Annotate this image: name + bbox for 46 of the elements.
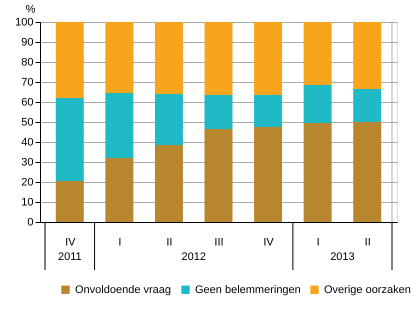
bar xyxy=(154,94,183,145)
y-tick-label: 30 xyxy=(21,156,34,168)
text: 2011 xyxy=(58,251,82,263)
bar xyxy=(105,93,134,158)
bar xyxy=(304,85,332,123)
bar xyxy=(204,22,232,95)
x-tick-label: I xyxy=(316,236,320,248)
x-tick-label: I xyxy=(118,236,122,248)
bar xyxy=(254,127,282,222)
bar xyxy=(254,95,282,127)
y-tick-label: 40 xyxy=(21,136,34,148)
bar xyxy=(254,22,282,95)
y-axis-title: % xyxy=(26,4,36,16)
y-tick-label: 70 xyxy=(21,76,34,88)
bar xyxy=(154,145,183,222)
y-tick-label: 100 xyxy=(15,16,34,28)
legend-label: Geen belemmeringen xyxy=(195,284,301,296)
bar xyxy=(353,122,382,222)
bar xyxy=(56,98,84,181)
bar xyxy=(304,123,332,222)
x-tick-label: II xyxy=(364,236,371,248)
y-tick-label: 10 xyxy=(21,196,34,208)
bar xyxy=(204,129,232,222)
bar xyxy=(204,95,232,129)
bar xyxy=(56,181,84,222)
bar xyxy=(353,89,382,122)
bar xyxy=(105,158,134,222)
text: 2012 xyxy=(181,251,206,263)
bar xyxy=(353,22,382,89)
x-tick-label: IV xyxy=(65,236,76,248)
y-tick-label: 90 xyxy=(21,36,34,48)
y-tick-label: 50 xyxy=(21,116,34,128)
text: 2013 xyxy=(330,251,355,263)
y-tick-label: 60 xyxy=(21,96,34,108)
y-tick-label: 0 xyxy=(27,216,34,228)
x-tick-label: IV xyxy=(263,236,274,248)
x-tick-label: II xyxy=(166,236,172,248)
y-tick-label: 20 xyxy=(21,176,34,188)
y-tick-label: 80 xyxy=(21,56,34,68)
bar xyxy=(304,22,332,85)
bar xyxy=(56,22,84,98)
x-tick-label: III xyxy=(214,236,224,248)
bar xyxy=(154,22,183,94)
legend-label: Onvoldoende vraag xyxy=(75,284,172,296)
legend-label: Overige oorzaken xyxy=(324,284,411,296)
bar xyxy=(105,22,134,93)
